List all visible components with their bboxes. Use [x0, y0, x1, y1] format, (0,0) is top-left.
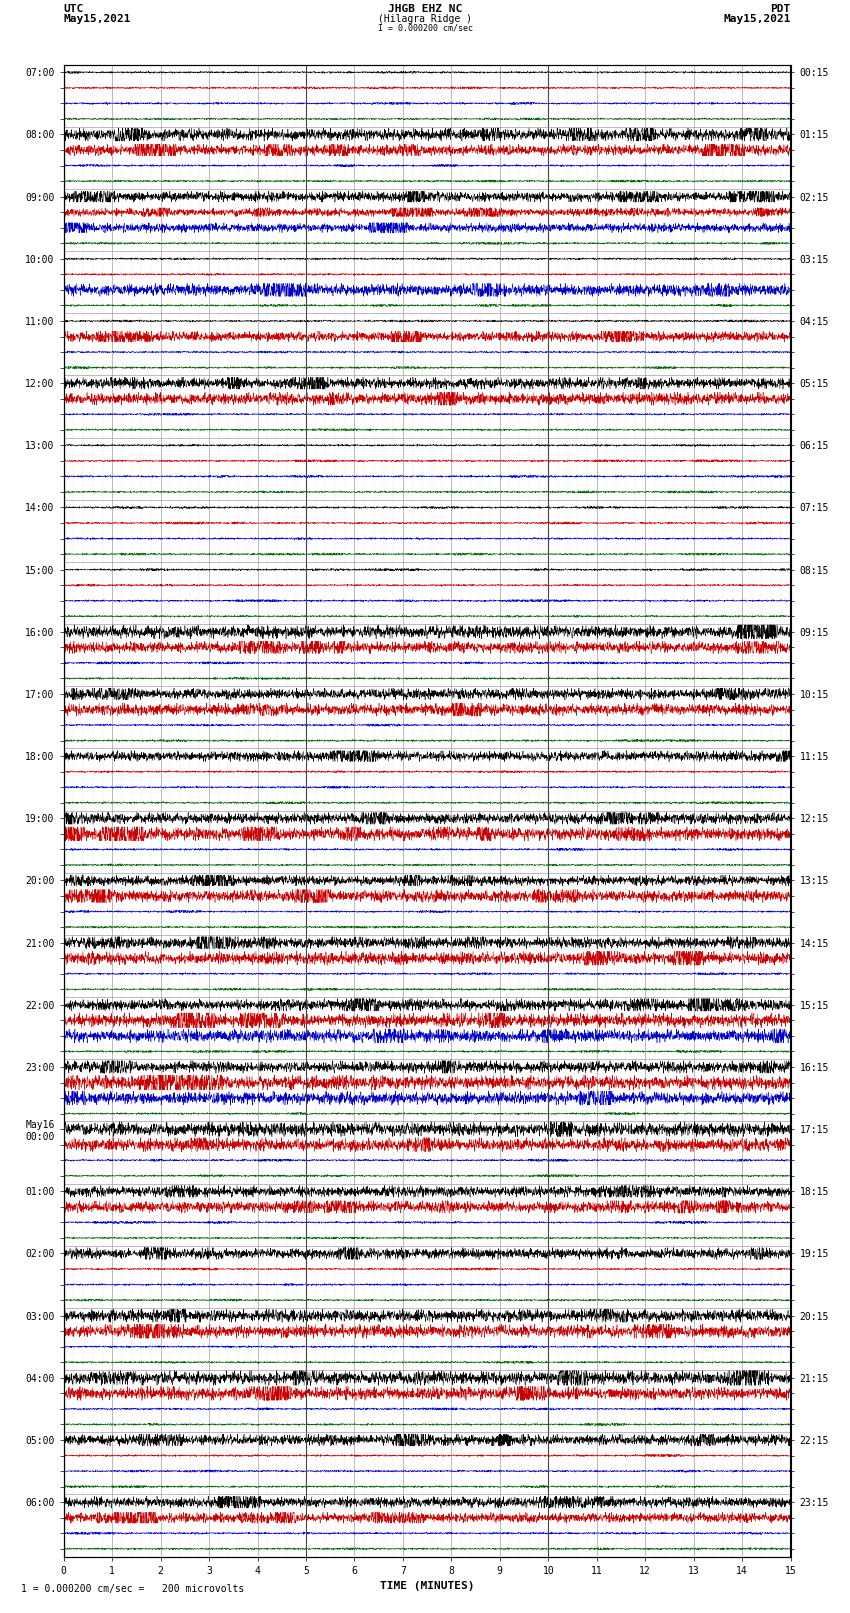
- Text: 1 = 0.000200 cm/sec =   200 microvolts: 1 = 0.000200 cm/sec = 200 microvolts: [21, 1584, 245, 1594]
- X-axis label: TIME (MINUTES): TIME (MINUTES): [380, 1581, 474, 1590]
- Text: JHGB EHZ NC: JHGB EHZ NC: [388, 5, 462, 15]
- Text: PDT: PDT: [770, 5, 790, 15]
- Text: (Hilagra Ridge ): (Hilagra Ridge ): [378, 13, 472, 24]
- Text: UTC: UTC: [64, 5, 84, 15]
- Text: May15,2021: May15,2021: [723, 13, 791, 24]
- Text: I = 0.000200 cm/sec: I = 0.000200 cm/sec: [377, 24, 473, 32]
- Text: May15,2021: May15,2021: [64, 13, 131, 24]
